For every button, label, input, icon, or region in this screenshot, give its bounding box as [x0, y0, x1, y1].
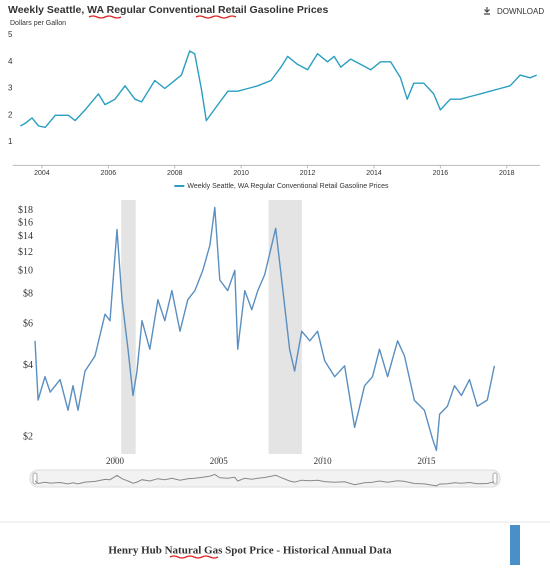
download-button[interactable]: DOWNLOAD: [484, 7, 544, 16]
data-line: [20, 50, 537, 128]
scroll-indicator[interactable]: [510, 525, 520, 565]
chart-title: Weekly Seattle, WA Regular Conventional …: [8, 4, 329, 16]
legend-item[interactable]: Weekly Seattle, WA Regular Conventional …: [174, 183, 389, 190]
navigator-series: [34, 473, 495, 487]
recession-band: [268, 200, 302, 454]
recession-band: [121, 200, 136, 454]
y-tick-label: $14: [18, 231, 33, 242]
navigator[interactable]: [29, 469, 501, 488]
annotation-underline: [169, 555, 219, 559]
y-tick-label: 5: [8, 30, 13, 39]
navigator-handle[interactable]: [492, 472, 498, 485]
x-tick-label: 2004: [34, 170, 50, 177]
y-tick-label: 4: [8, 57, 13, 66]
x-tick-label: 2005: [210, 456, 229, 466]
download-icon: [484, 7, 490, 15]
y-tick-label: $2: [23, 432, 33, 443]
y-tick-label: $18: [18, 205, 33, 216]
x-tick-label: 2018: [499, 170, 515, 177]
download-label[interactable]: DOWNLOAD: [497, 7, 544, 16]
x-tick-label: 2015: [417, 456, 436, 466]
y-tick-label: $12: [18, 247, 33, 258]
y-tick-label: 2: [8, 110, 13, 119]
annotation-underline: [88, 15, 122, 19]
x-tick-label: 2012: [300, 170, 316, 177]
annotation-underline: [195, 15, 237, 19]
y-tick-label: 3: [8, 84, 13, 93]
x-tick-label: 2006: [101, 170, 117, 177]
x-tick-label: 2010: [314, 456, 333, 466]
data-line: [34, 206, 496, 452]
y-tick-label: $10: [18, 266, 33, 277]
y-tick-label: 1: [8, 137, 13, 146]
y-tick-label: $4: [23, 360, 33, 371]
legend-label: Weekly Seattle, WA Regular Conventional …: [187, 183, 389, 190]
x-tick-label: 2014: [366, 170, 382, 177]
x-tick-label: 2016: [433, 170, 449, 177]
y-axis-label: Dollars per Gallon: [10, 20, 66, 27]
y-tick-label: $6: [23, 318, 33, 329]
y-tick-label: $16: [18, 217, 33, 228]
x-tick-label: 2008: [167, 170, 183, 177]
y-tick-label: $8: [23, 289, 33, 300]
section-title: Henry Hub Natural Gas Spot Price - Histo…: [108, 545, 392, 557]
x-tick-label: 2010: [233, 170, 249, 177]
x-tick-label: 2000: [106, 456, 125, 466]
